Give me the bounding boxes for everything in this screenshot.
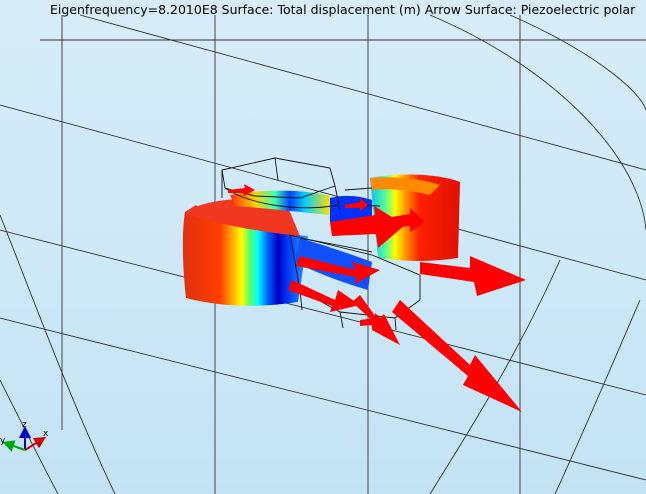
axes-triad: z x y	[0, 420, 49, 452]
plot-title: Eigenfrequency=8.2010E8 Surface: Total d…	[50, 2, 636, 17]
grid-lines	[0, 14, 646, 494]
deformed-resonator-surface	[182, 174, 460, 306]
axis-label-z: z	[22, 420, 27, 430]
axis-label-x: x	[43, 429, 49, 439]
polarization-arrows	[228, 184, 526, 412]
axis-label-y: y	[0, 436, 6, 446]
